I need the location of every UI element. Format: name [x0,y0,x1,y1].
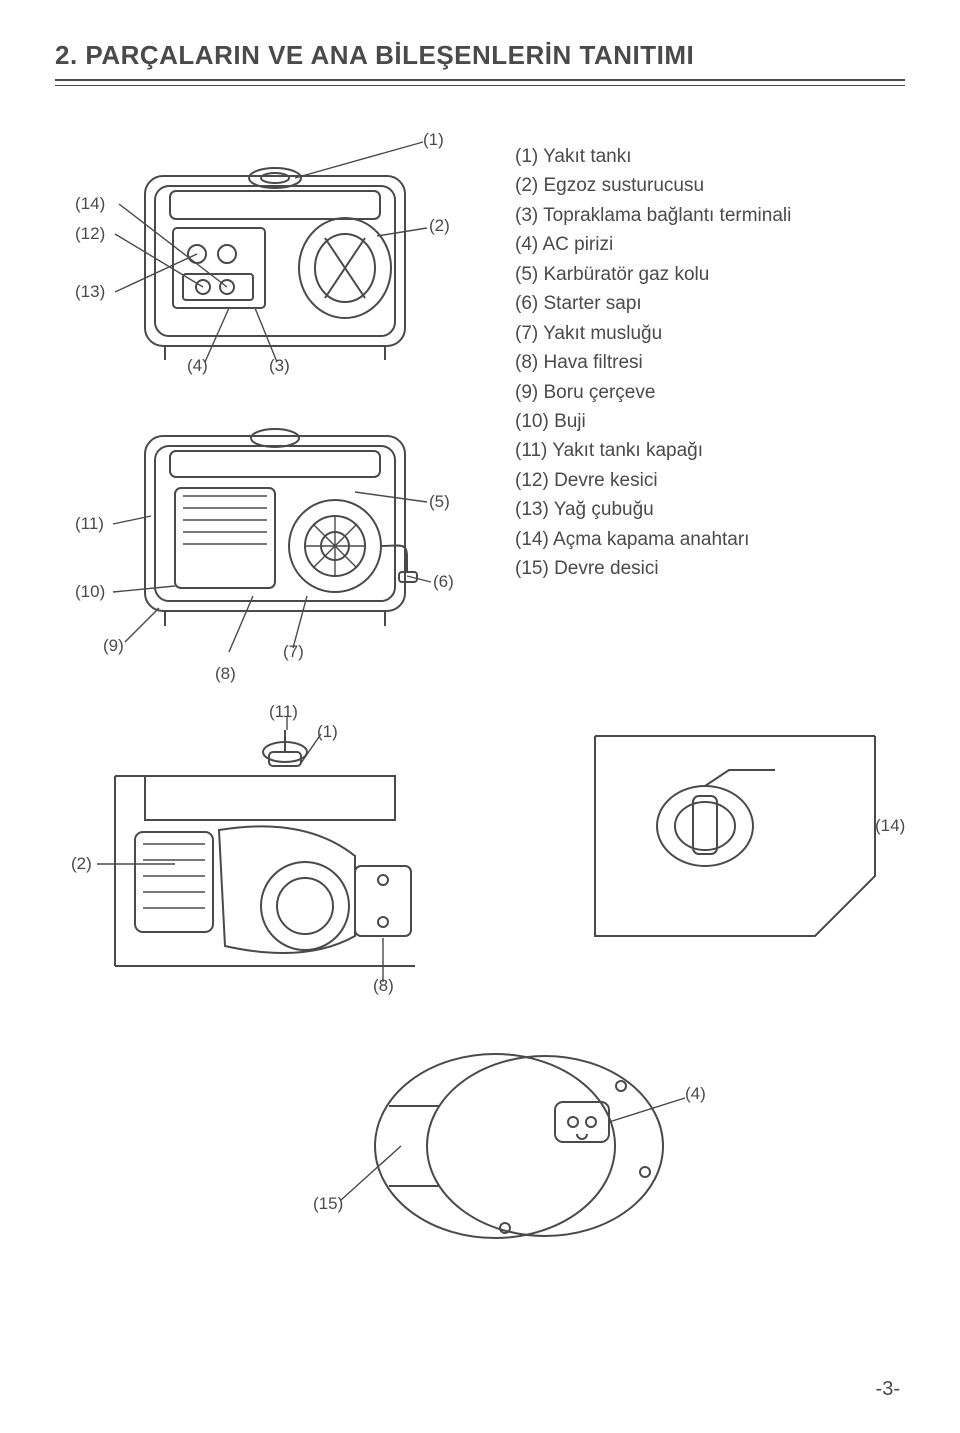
callout-l-1: (1) [317,722,338,742]
figure-1: (1) (2) (14) (12) (13) (4) (3) [55,116,495,376]
part-item: (8) Hava filtresi [515,348,905,377]
part-item: (5) Karbüratör gaz kolu [515,260,905,289]
part-item: (3) Topraklama bağlantı terminali [515,201,905,230]
callout-9: (9) [103,636,124,656]
figure-outlet-detail: (4) (15) [325,1016,745,1266]
hr-inner [55,85,905,86]
callout-5: (5) [429,492,450,512]
callout-l-2: (2) [71,854,92,874]
figure-engine-detail: (11) (1) (2) (8) [55,716,455,1026]
callout-7: (7) [283,642,304,662]
callout-4: (4) [187,356,208,376]
callout-10: (10) [75,582,105,602]
part-item: (13) Yağ çubuğu [515,495,905,524]
figure-2: (11) (10) (5) (6) (9) (7) (8) [55,396,495,676]
part-item: (6) Starter sapı [515,289,905,318]
callout-2: (2) [429,216,450,236]
callout-12: (12) [75,224,105,244]
callout-11: (11) [75,514,104,534]
part-item: (11) Yakıt tankı kapağı [515,436,905,465]
callout-l-4: (4) [685,1084,706,1104]
part-item: (10) Buji [515,407,905,436]
part-item: (7) Yakıt musluğu [515,319,905,348]
callout-l-11: (11) [269,702,298,722]
callout-l-15: (15) [313,1194,343,1214]
hr-outer [55,79,905,81]
callout-l-14: (14) [875,816,905,836]
callout-14: (14) [75,194,105,214]
page-number: -3- [876,1378,900,1401]
callout-l-8: (8) [373,976,394,996]
part-item: (2) Egzoz susturucusu [515,171,905,200]
lower-figures: (11) (1) (2) (8) (14) [55,716,905,1276]
part-item: (4) AC pirizi [515,230,905,259]
parts-list: (1) Yakıt tankı (2) Egzoz susturucusu (3… [515,116,905,696]
callout-6: (6) [433,572,454,592]
callout-8: (8) [215,664,236,684]
figure-switch-detail: (14) [575,726,915,956]
part-item: (14) Açma kapama anahtarı [515,525,905,554]
part-item: (15) Devre desici [515,554,905,583]
callout-3: (3) [269,356,290,376]
part-item: (12) Devre kesici [515,466,905,495]
callout-1: (1) [423,130,444,150]
callout-13: (13) [75,282,105,302]
part-item: (1) Yakıt tankı [515,142,905,171]
section-heading: 2. PARÇALARIN VE ANA BİLEŞENLERİN TANITI… [55,40,905,71]
part-item: (9) Boru çerçeve [515,378,905,407]
